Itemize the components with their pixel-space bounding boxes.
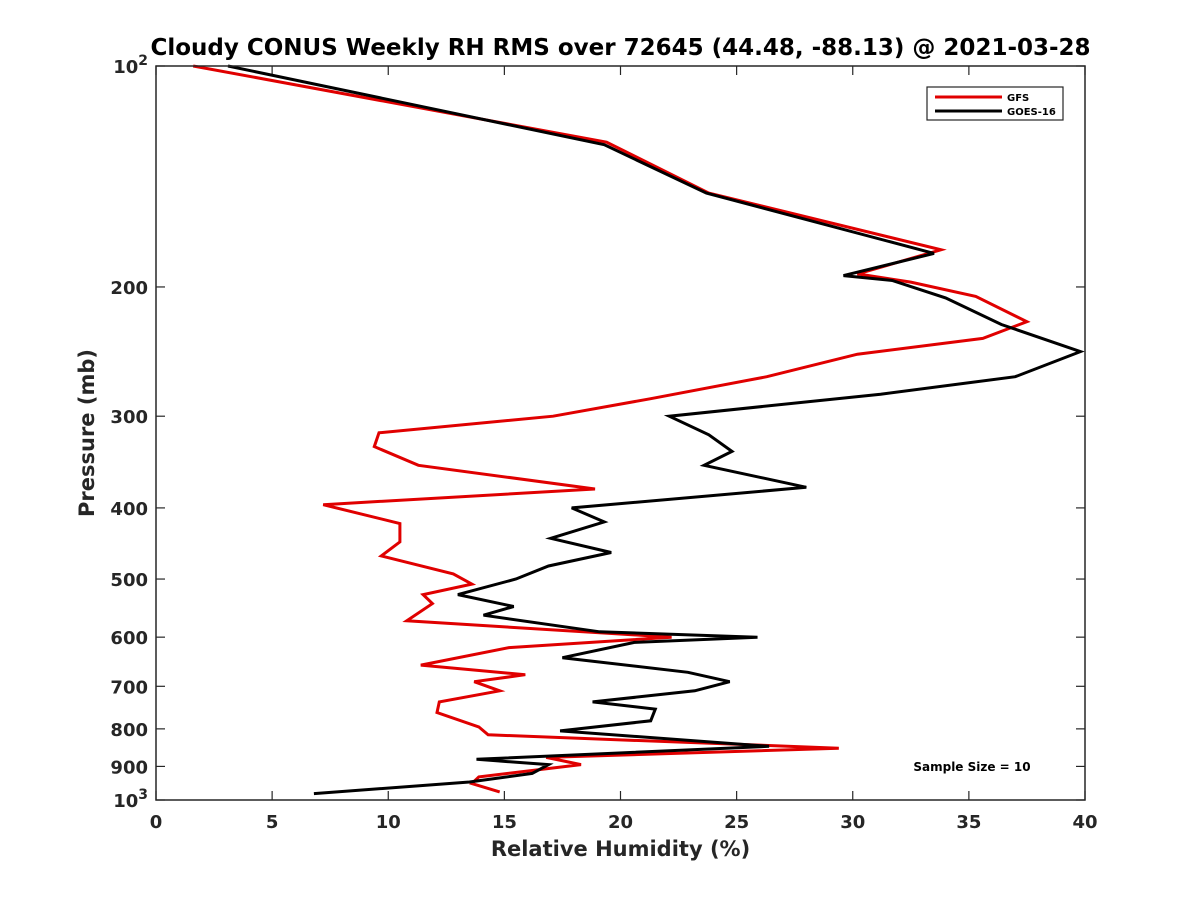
plot-frame <box>155 65 1086 801</box>
x-tick-label: 0 <box>150 812 163 833</box>
y-tick-label: 400 <box>110 499 148 520</box>
x-axis: 0 5 10 15 20 25 30 35 40 <box>150 66 1098 833</box>
x-tick-label: 15 <box>492 812 517 833</box>
y-tick-label: 600 <box>110 628 148 649</box>
y-tick-label: 102 <box>113 53 148 78</box>
x-tick-label: 5 <box>266 812 279 833</box>
x-tick-label: 25 <box>724 812 749 833</box>
legend-label: GOES-16 <box>1007 107 1056 118</box>
y-tick-label: 300 <box>110 407 148 428</box>
y-tick-label: 103 <box>113 787 148 812</box>
series-line-goes-16 <box>227 64 1085 796</box>
y-tick-label: 900 <box>110 757 148 778</box>
y-tick-label: 500 <box>110 570 148 591</box>
x-tick-label: 30 <box>840 812 865 833</box>
y-tick-label: 700 <box>110 677 148 698</box>
plot-area <box>156 66 1085 800</box>
y-axis-label: Pressure (mb) <box>75 349 99 517</box>
x-axis-label: Relative Humidity (%) <box>491 837 750 861</box>
y-tick-label: 200 <box>110 278 148 299</box>
series-line-gfs <box>192 64 1031 794</box>
legend-label: GFS <box>1007 93 1029 104</box>
y-axis: 102 200 300 400 500 600 700 800 900 103 <box>110 53 1085 812</box>
chart-title: Cloudy CONUS Weekly RH RMS over 72645 (4… <box>150 35 1090 61</box>
x-tick-label: 35 <box>956 812 981 833</box>
x-tick-label: 40 <box>1072 812 1097 833</box>
series-group <box>192 64 1085 796</box>
x-tick-label: 10 <box>376 812 401 833</box>
legend-box <box>926 86 1064 121</box>
y-tick-label: 800 <box>110 720 148 741</box>
x-tick-label: 20 <box>608 812 633 833</box>
sample-size-annotation: Sample Size = 10 <box>913 760 1030 774</box>
legend: GFS GOES-16 <box>926 86 1064 121</box>
